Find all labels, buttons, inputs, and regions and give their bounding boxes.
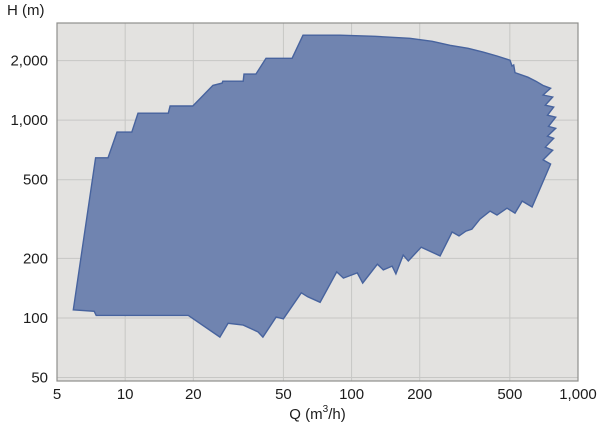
x-tick-label: 1,000 — [559, 386, 597, 403]
plot-border — [56, 22, 579, 382]
x-tick-label: 20 — [185, 386, 202, 403]
x-axis-title-text: /h) — [328, 406, 346, 423]
y-tick-label: 500 — [23, 172, 48, 189]
y-tick-label: 1,000 — [10, 112, 48, 129]
x-tick-label: 5 — [53, 386, 61, 403]
x-tick-label: 50 — [275, 386, 292, 403]
y-axis-title: H (m) — [7, 2, 45, 19]
x-tick-label: 500 — [497, 386, 522, 403]
x-axis-title-superscript: 3 — [322, 404, 329, 415]
y-tick-label: 100 — [23, 310, 48, 327]
y-tick-label: 200 — [23, 250, 48, 267]
x-axis-title-text: Q (m — [289, 406, 323, 423]
y-tick-label: 50 — [31, 369, 48, 386]
x-tick-label: 100 — [339, 386, 364, 403]
x-tick-label: 200 — [407, 386, 432, 403]
x-tick-label: 10 — [117, 386, 134, 403]
y-tick-label: 2,000 — [10, 53, 48, 70]
operating-range-area — [72, 34, 558, 339]
x-axis-title: Q (m3/h) — [57, 402, 578, 423]
